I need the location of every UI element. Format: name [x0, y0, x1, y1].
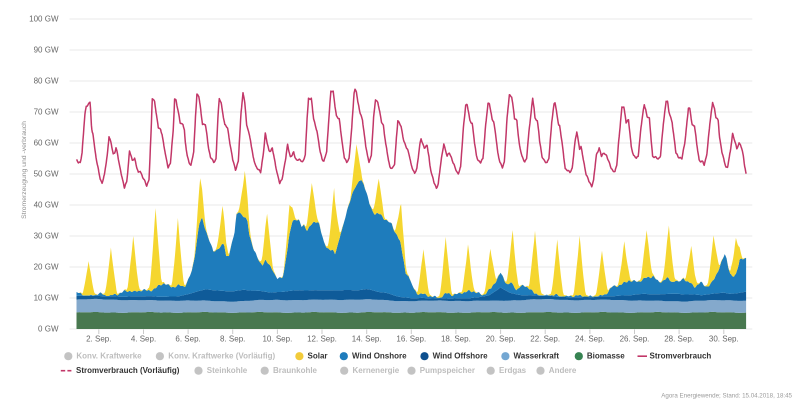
svg-text:Solar: Solar	[308, 352, 328, 361]
svg-text:0 GW: 0 GW	[38, 325, 59, 334]
svg-text:60 GW: 60 GW	[34, 139, 59, 148]
svg-text:Pumpspeicher: Pumpspeicher	[420, 366, 475, 375]
svg-text:30 GW: 30 GW	[34, 232, 59, 241]
svg-text:20 GW: 20 GW	[34, 263, 59, 272]
svg-text:24. Sep.: 24. Sep.	[575, 334, 605, 343]
svg-text:8. Sep.: 8. Sep.	[220, 334, 245, 343]
svg-text:Wind Offshore: Wind Offshore	[433, 352, 489, 361]
svg-text:40 GW: 40 GW	[34, 201, 59, 210]
svg-text:26. Sep.: 26. Sep.	[620, 334, 650, 343]
svg-text:20. Sep.: 20. Sep.	[486, 334, 516, 343]
svg-text:Kernenergie: Kernenergie	[353, 366, 400, 375]
svg-text:28. Sep.: 28. Sep.	[664, 334, 694, 343]
svg-text:80 GW: 80 GW	[34, 77, 59, 86]
svg-text:100 GW: 100 GW	[29, 15, 59, 24]
svg-text:Agora Energiewende; Stand: 15.: Agora Energiewende; Stand: 15.04.2018, 1…	[661, 393, 792, 400]
svg-text:12. Sep.: 12. Sep.	[307, 334, 337, 343]
svg-text:4. Sep.: 4. Sep.	[131, 334, 156, 343]
svg-text:Wind Onshore: Wind Onshore	[352, 352, 407, 361]
svg-text:Erdgas: Erdgas	[499, 366, 527, 375]
svg-text:Andere: Andere	[549, 366, 577, 375]
svg-text:30. Sep.: 30. Sep.	[709, 334, 739, 343]
svg-text:10. Sep.: 10. Sep.	[262, 334, 292, 343]
svg-text:70 GW: 70 GW	[34, 108, 59, 117]
svg-text:16. Sep.: 16. Sep.	[396, 334, 426, 343]
svg-text:18. Sep.: 18. Sep.	[441, 334, 471, 343]
svg-text:Braunkohle: Braunkohle	[273, 366, 318, 375]
svg-text:10 GW: 10 GW	[34, 294, 59, 303]
svg-text:Konv. Kraftwerke: Konv. Kraftwerke	[76, 352, 142, 361]
svg-text:22. Sep.: 22. Sep.	[530, 334, 560, 343]
svg-text:Konv. Kraftwerke (Vorläufig): Konv. Kraftwerke (Vorläufig)	[168, 352, 275, 361]
svg-text:2. Sep.: 2. Sep.	[86, 334, 111, 343]
svg-text:Stromerzeugung und -verbrauch: Stromerzeugung und -verbrauch	[21, 121, 28, 219]
svg-text:6. Sep.: 6. Sep.	[175, 334, 200, 343]
svg-text:14. Sep.: 14. Sep.	[352, 334, 382, 343]
svg-text:Biomasse: Biomasse	[587, 352, 625, 361]
svg-text:Wasserkraft: Wasserkraft	[514, 352, 560, 361]
svg-text:90 GW: 90 GW	[34, 46, 59, 55]
svg-text:Steinkohle: Steinkohle	[207, 366, 248, 375]
svg-text:50 GW: 50 GW	[34, 170, 59, 179]
svg-text:Stromverbrauch (Vorläufig): Stromverbrauch (Vorläufig)	[76, 366, 180, 375]
svg-text:Stromverbrauch: Stromverbrauch	[650, 352, 712, 361]
